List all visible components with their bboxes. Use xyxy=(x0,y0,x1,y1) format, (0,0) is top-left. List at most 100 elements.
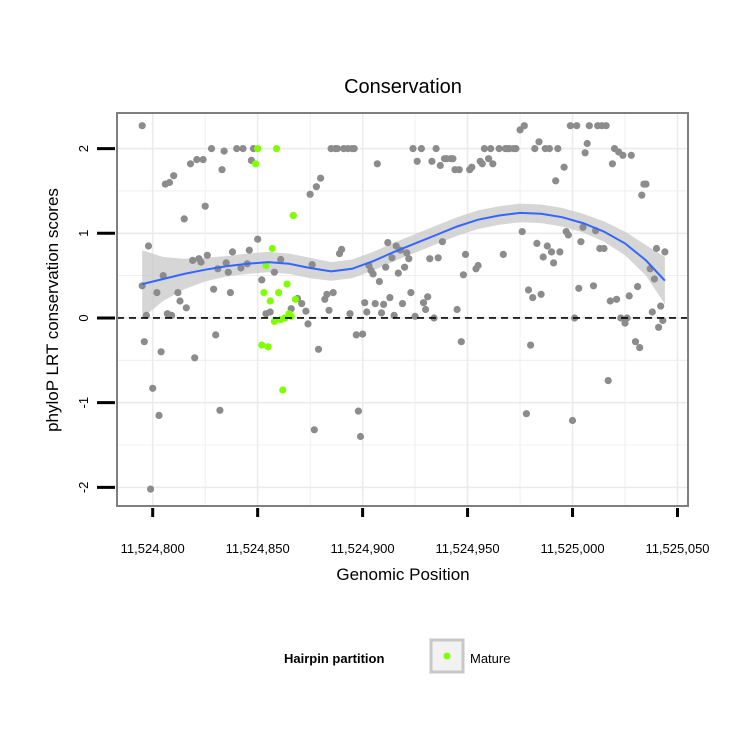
data-point xyxy=(226,289,234,297)
data-point xyxy=(499,250,507,258)
data-point xyxy=(545,145,554,153)
data-point xyxy=(197,258,205,266)
legend: Hairpin partition Mature xyxy=(284,638,510,674)
data-point xyxy=(520,122,528,130)
data-point xyxy=(608,160,617,168)
data-point xyxy=(543,242,551,250)
x-tick-label: 11,524,850 xyxy=(226,541,290,556)
data-point xyxy=(239,145,247,153)
data-point xyxy=(527,341,535,349)
smooth-line xyxy=(141,211,666,286)
data-point xyxy=(354,407,362,415)
data-point xyxy=(304,320,312,328)
data-point xyxy=(455,166,463,174)
data-point xyxy=(149,384,157,392)
data-point xyxy=(377,309,386,317)
y-axis-title: phyloP LRT conservation scores xyxy=(43,188,62,432)
smooth-line-group xyxy=(141,211,666,286)
data-point xyxy=(237,264,245,272)
data-point xyxy=(487,145,495,153)
data-point xyxy=(575,284,583,292)
data-point xyxy=(144,242,153,250)
y-tick-label: 1 xyxy=(76,230,91,237)
data-point xyxy=(627,151,635,159)
data-point xyxy=(537,290,545,298)
data-point xyxy=(352,331,360,339)
data-point xyxy=(375,277,383,286)
data-point xyxy=(310,426,318,434)
data-point xyxy=(461,250,470,258)
y-tick-label: -2 xyxy=(76,482,91,494)
x-tick-label: 11,524,900 xyxy=(331,541,395,556)
data-point xyxy=(495,145,503,153)
data-point xyxy=(147,485,155,493)
data-point xyxy=(550,259,558,267)
data-point-mature xyxy=(279,386,287,394)
data-point xyxy=(409,145,417,153)
data-point xyxy=(398,300,407,308)
data-point xyxy=(419,299,428,307)
data-point xyxy=(579,223,587,231)
data-point xyxy=(459,271,467,279)
data-point xyxy=(453,305,461,314)
data-point xyxy=(428,157,436,165)
data-point xyxy=(585,122,593,130)
data-point xyxy=(302,307,310,315)
data-point xyxy=(186,160,195,168)
plot-panel xyxy=(117,113,688,506)
data-point xyxy=(642,180,650,188)
data-point xyxy=(480,145,488,153)
data-point xyxy=(361,299,369,307)
gridlines xyxy=(117,113,688,506)
data-point xyxy=(407,289,415,297)
data-point xyxy=(583,139,591,148)
data-point xyxy=(434,254,442,262)
data-point xyxy=(359,330,367,338)
data-point xyxy=(457,338,465,346)
data-point xyxy=(474,261,482,270)
data-point xyxy=(405,255,413,263)
data-point xyxy=(634,283,642,291)
data-point xyxy=(426,255,434,263)
data-point-mature xyxy=(283,280,291,288)
data-point xyxy=(552,177,560,185)
data-point xyxy=(661,248,669,256)
x-tick-label: 11,525,050 xyxy=(645,541,709,556)
data-point xyxy=(371,300,379,308)
data-point xyxy=(382,263,390,271)
data-point xyxy=(556,248,564,256)
data-point xyxy=(606,297,614,305)
data-point xyxy=(522,410,531,418)
data-point xyxy=(617,314,625,322)
data-point xyxy=(233,145,241,153)
data-point xyxy=(468,163,476,171)
data-point-mature xyxy=(291,295,299,303)
data-point xyxy=(524,286,533,294)
data-point xyxy=(312,183,320,191)
data-point xyxy=(648,308,656,316)
data-point xyxy=(535,138,543,146)
data-point-mature xyxy=(254,145,262,153)
data-point xyxy=(254,235,262,243)
data-point xyxy=(314,345,323,353)
data-point xyxy=(350,145,358,153)
legend-key-mature-point xyxy=(443,652,451,660)
data-point xyxy=(560,163,568,171)
x-axis-ticks: 11,524,800 11,524,850 11,524,900 11,524,950… xyxy=(121,508,710,556)
data-point xyxy=(566,122,575,130)
data-point xyxy=(636,344,644,352)
data-point xyxy=(176,297,184,305)
data-point xyxy=(533,239,541,247)
data-point-mature xyxy=(275,289,283,297)
data-point xyxy=(489,160,497,168)
data-point xyxy=(298,300,306,308)
data-point xyxy=(631,338,640,346)
data-point xyxy=(539,253,547,261)
data-point xyxy=(564,231,572,239)
data-point xyxy=(180,215,188,223)
data-point xyxy=(485,155,493,163)
chart-title: Conservation xyxy=(344,76,462,98)
data-point xyxy=(277,255,285,264)
data-point xyxy=(218,166,226,174)
data-point xyxy=(380,300,388,308)
